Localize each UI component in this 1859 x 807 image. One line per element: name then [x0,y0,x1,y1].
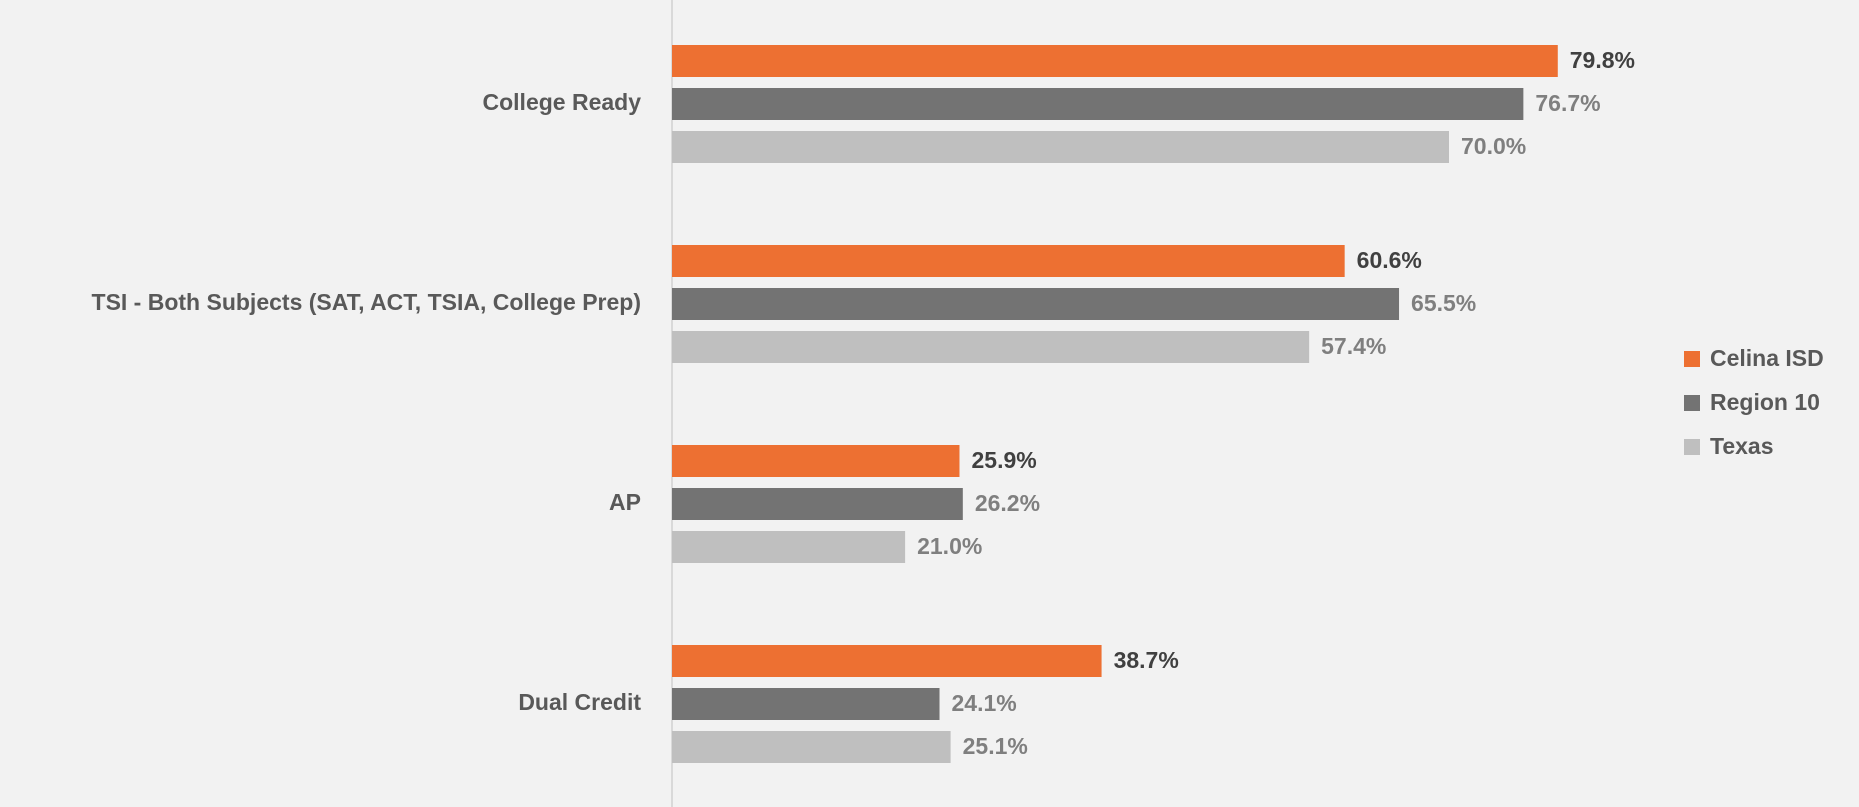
bar [672,331,1310,363]
legend-swatch [1684,351,1700,367]
data-label: 25.1% [963,733,1028,759]
data-label: 26.2% [975,490,1040,516]
data-label: 70.0% [1461,133,1526,159]
data-label: 79.8% [1570,47,1635,73]
bar [672,131,1449,163]
data-label: 38.7% [1114,647,1179,673]
bar [672,288,1400,320]
data-label: 76.7% [1535,90,1600,116]
bar [672,45,1558,77]
data-label: 65.5% [1411,290,1476,316]
bar [672,245,1345,277]
bar [672,731,951,763]
legend-label: Celina ISD [1710,345,1824,371]
bar [672,488,963,520]
category-label: Dual Credit [518,689,641,715]
bar [672,688,940,720]
data-label: 60.6% [1357,247,1422,273]
data-label: 24.1% [952,690,1017,716]
legend-swatch [1684,439,1700,455]
legend-label: Region 10 [1710,389,1820,415]
data-label: 57.4% [1321,333,1386,359]
legend-label: Texas [1710,433,1774,459]
bar [672,531,906,563]
legend-swatch [1684,395,1700,411]
bar [672,645,1102,677]
bar [672,445,960,477]
bar [672,88,1524,120]
category-label: TSI - Both Subjects (SAT, ACT, TSIA, Col… [92,289,641,315]
data-label: 25.9% [971,447,1036,473]
category-label: AP [609,489,641,515]
data-label: 21.0% [917,533,982,559]
category-label: College Ready [483,89,642,115]
